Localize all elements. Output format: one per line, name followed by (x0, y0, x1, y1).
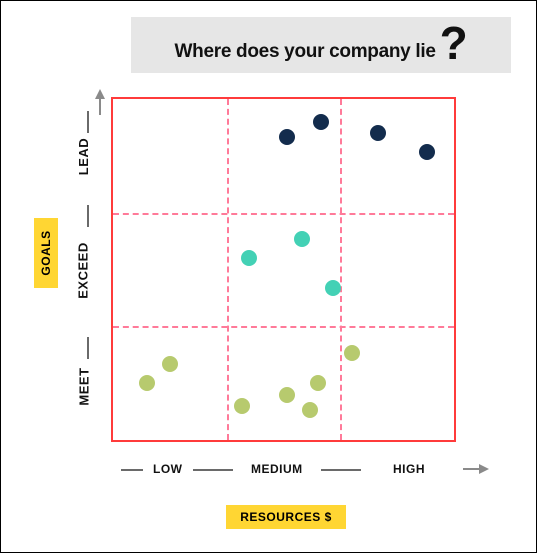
x-axis-label-medium: MEDIUM (251, 462, 303, 476)
question-mark-glyph: ? (440, 30, 468, 58)
x-axis-tick (193, 469, 233, 471)
grid-vline (340, 99, 342, 440)
title-banner: Where does your company lie ? (131, 17, 511, 73)
x-axis-label-high: HIGH (393, 462, 425, 476)
x-axis-label-low: LOW (153, 462, 183, 476)
y-axis-arrow-icon (95, 89, 105, 99)
data-point-meet (234, 398, 250, 414)
x-axis-arrow-icon (479, 464, 489, 474)
data-point-meet (302, 402, 318, 418)
x-axis-tick (121, 469, 143, 471)
data-point-meet (139, 375, 155, 391)
y-axis-label-lead: LEAD (76, 138, 91, 175)
data-point-lead (419, 144, 435, 160)
data-point-exceed (325, 280, 341, 296)
x-axis-tick (321, 469, 361, 471)
y-axis-label-meet: MEET (77, 367, 92, 405)
y-axis-badge: GOALS (34, 218, 58, 288)
data-point-lead (313, 114, 329, 130)
y-axis-arrow-stem (99, 99, 101, 115)
x-axis-arrow-stem (463, 468, 479, 470)
grid-vline (227, 99, 229, 440)
grid-hline (113, 213, 454, 215)
data-point-meet (162, 356, 178, 372)
y-axis-tick (87, 205, 89, 227)
y-axis-tick (87, 337, 89, 359)
y-axis-label-exceed: EXCEED (76, 242, 91, 298)
scatter-chart (111, 97, 456, 442)
title-text: Where does your company lie ? (175, 28, 468, 63)
title-text-main: Where does your company lie (175, 41, 436, 63)
data-point-meet (310, 375, 326, 391)
data-point-exceed (241, 250, 257, 266)
grid-hline (113, 326, 454, 328)
data-point-meet (344, 345, 360, 361)
y-axis-tick (87, 111, 89, 133)
data-point-lead (370, 125, 386, 141)
x-axis-badge: RESOURCES $ (226, 505, 346, 529)
data-point-exceed (294, 231, 310, 247)
data-point-meet (279, 387, 295, 403)
data-point-lead (279, 129, 295, 145)
